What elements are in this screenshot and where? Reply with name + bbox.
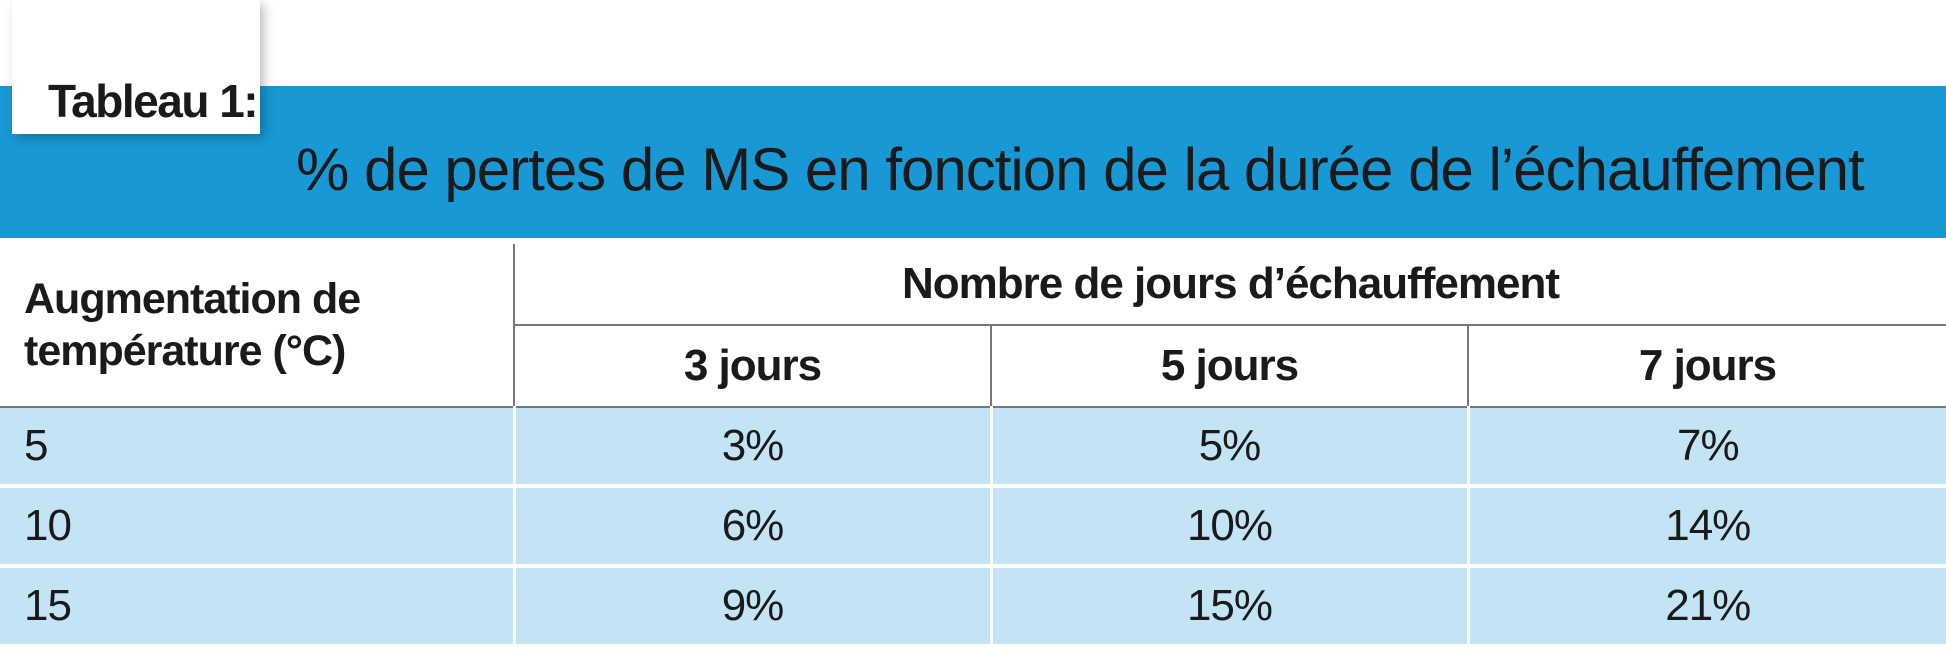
column-header: 3 jours [514,325,992,408]
value-cell: 7% [1468,407,1946,488]
data-table: Augmentation de température (°C) Nombre … [0,244,1946,648]
value-cell: 14% [1468,486,1946,568]
row-label-cell: 15 [0,566,516,648]
table-number-label: Tableau 1: [48,75,259,127]
value-cell: 9% [514,566,993,648]
group-header-cell: Nombre de jours d’échauffement [514,244,1946,326]
value-cell: 3% [514,407,993,488]
header-row-1: Augmentation de température (°C) Nombre … [0,244,1946,408]
value-cell: 15% [991,566,1470,648]
table-row: 15 9% 15% 21% [0,566,1946,648]
column-header: 7 jours [1468,325,1946,408]
value-cell: 10% [991,486,1470,568]
table-row: 10 6% 10% 14% [0,486,1946,568]
column-header: 5 jours [991,325,1469,408]
row-header-cell: Augmentation de température (°C) [0,244,515,408]
header-row-2: 3 jours 5 jours 7 jours [0,325,1946,408]
row-label-cell: 10 [0,486,516,568]
table-row: 5 3% 5% 7% [0,407,1946,488]
table-title: % de pertes de MS en fonction de la duré… [296,138,1865,202]
row-label-cell: 5 [0,407,516,488]
value-cell: 6% [514,486,993,568]
value-cell: 5% [991,407,1470,488]
table-tag: Tableau 1: [12,0,260,134]
value-cell: 21% [1468,566,1946,648]
title-band [0,86,1946,238]
